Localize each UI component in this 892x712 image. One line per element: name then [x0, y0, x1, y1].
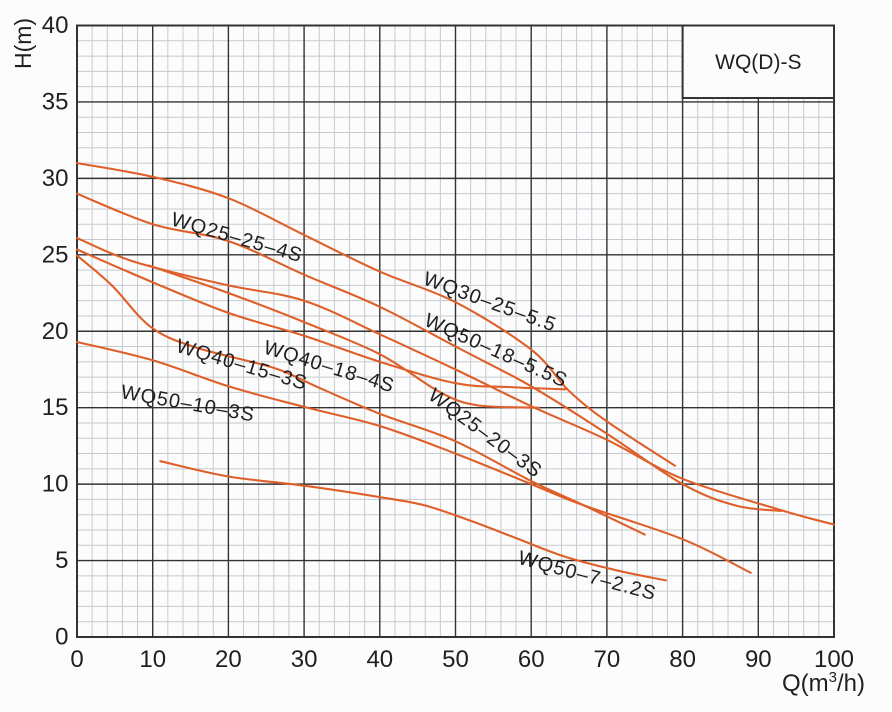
svg-text:80: 80 — [669, 646, 696, 673]
svg-text:0: 0 — [55, 624, 68, 651]
svg-text:40: 40 — [42, 12, 69, 39]
svg-text:0: 0 — [70, 646, 83, 673]
svg-text:WQ(D)-S: WQ(D)-S — [715, 51, 801, 74]
svg-text:40: 40 — [366, 646, 393, 673]
svg-text:90: 90 — [745, 646, 772, 673]
svg-text:Q(m3/h): Q(m3/h) — [782, 669, 865, 697]
svg-text:5: 5 — [55, 547, 68, 574]
svg-text:10: 10 — [139, 646, 166, 673]
svg-text:30: 30 — [42, 165, 69, 192]
svg-text:H(m): H(m) — [10, 18, 36, 69]
svg-text:60: 60 — [518, 646, 545, 673]
svg-text:35: 35 — [42, 88, 69, 115]
svg-text:25: 25 — [42, 241, 69, 268]
svg-text:10: 10 — [42, 471, 69, 498]
svg-text:15: 15 — [42, 394, 69, 421]
svg-text:20: 20 — [42, 318, 69, 345]
svg-text:30: 30 — [291, 646, 318, 673]
svg-text:100: 100 — [814, 646, 854, 673]
svg-text:50: 50 — [442, 646, 469, 673]
svg-text:70: 70 — [594, 646, 621, 673]
svg-text:20: 20 — [215, 646, 242, 673]
